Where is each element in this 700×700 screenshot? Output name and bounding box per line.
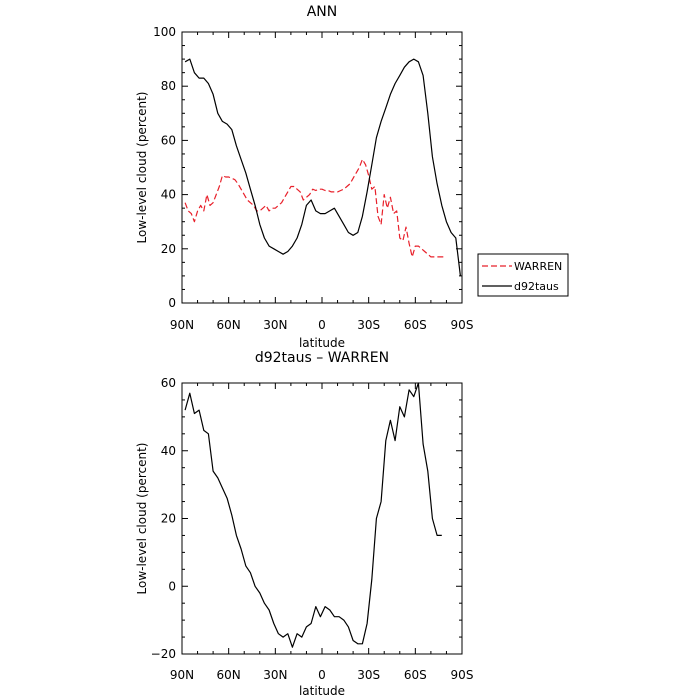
y-tick-label: 20: [161, 242, 176, 256]
plot-frame: [181, 31, 463, 304]
x-tick-label: 30S: [357, 668, 380, 682]
chart-title: d92taus – WARREN: [255, 350, 389, 366]
y-tick-label: 0: [168, 579, 176, 593]
x-tick-label: 90S: [451, 318, 474, 332]
y-axis-label: Low-level cloud (percent): [135, 92, 149, 244]
x-tick-label: 0: [318, 318, 326, 332]
x-axis-label: latitude: [299, 684, 345, 698]
chart-2: 90N 60N 30N 0 30S 60S 90S −20 0 20 40 60 d92taus – W…: [135, 350, 473, 698]
y-axis-label: Low-level cloud (percent): [135, 443, 149, 595]
x-tick-label: 60S: [404, 668, 427, 682]
x-tick-label: 30N: [263, 318, 287, 332]
legend: WARREN d92taus: [477, 253, 569, 297]
x-tick-label: 90S: [451, 668, 474, 682]
legend-label-d92taus: d92taus: [514, 280, 559, 293]
series-line-d92taus: [184, 58, 461, 276]
y-tick-label: 20: [161, 512, 176, 526]
y-tick-label: 80: [161, 79, 176, 93]
x-tick-label: 90N: [170, 668, 194, 682]
legend-label-warren: WARREN: [514, 260, 562, 273]
x-tick-label: 60N: [217, 668, 241, 682]
series-line-difference: [184, 382, 442, 648]
y-tick-label: 40: [161, 188, 176, 202]
chart-title: ANN: [307, 4, 338, 20]
y-tick-label: 100: [153, 25, 176, 39]
x-tick-label: 60N: [217, 318, 241, 332]
x-tick-label: 30S: [357, 318, 380, 332]
x-tick-label: 60S: [404, 318, 427, 332]
x-axis-label: latitude: [299, 336, 345, 350]
y-tick-label: 0: [168, 296, 176, 310]
x-tick-label: 90N: [170, 318, 194, 332]
series-line-warren: [184, 158, 444, 258]
legend-box: [477, 253, 569, 297]
y-tick-label: 60: [161, 376, 176, 390]
y-tick-label: −20: [151, 647, 176, 661]
x-tick-label: 30N: [263, 668, 287, 682]
x-tick-label: 0: [318, 668, 326, 682]
chart-1: 90N 60N 30N 0 30S 60S 90S 0 20 40 60 80 100 ANN latitu…: [135, 4, 569, 350]
y-tick-label: 60: [161, 133, 176, 147]
y-tick-label: 40: [161, 444, 176, 458]
